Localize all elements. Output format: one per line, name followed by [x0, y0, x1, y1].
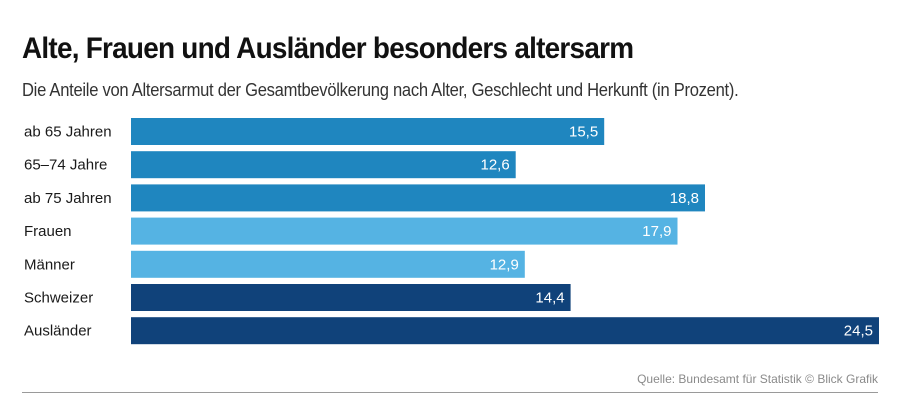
value-label-1: 12,6	[480, 157, 509, 174]
chart-title: Alte, Frauen und Ausländer besonders alt…	[22, 32, 634, 65]
value-label-2: 18,8	[670, 190, 699, 207]
bar-3	[131, 217, 678, 245]
category-label-5: Schweizer	[24, 290, 93, 307]
bar-0	[131, 118, 605, 145]
bottom-divider	[22, 392, 878, 393]
bar-4	[131, 250, 525, 278]
category-label-6: Ausländer	[24, 323, 92, 340]
category-label-4: Männer	[24, 256, 75, 273]
category-label-1: 65–74 Jahre	[24, 157, 107, 174]
chart-subtitle: Die Anteile von Altersarmut der Gesamtbe…	[22, 80, 739, 100]
bar-6	[131, 317, 879, 345]
value-label-5: 14,4	[535, 290, 564, 307]
value-label-4: 12,9	[490, 256, 519, 273]
bar-chart: ab 65 Jahren 15,5 65–74 Jahre 12,6 ab 75 Jah…	[24, 118, 879, 345]
bar-1	[131, 151, 516, 179]
value-label-0: 15,5	[569, 124, 598, 141]
bar-5	[131, 284, 571, 311]
value-label-6: 24,5	[844, 323, 873, 340]
value-label-3: 17,9	[642, 223, 671, 240]
category-label-3: Frauen	[24, 223, 72, 240]
bar-2	[131, 184, 705, 212]
category-label-0: ab 65 Jahren	[24, 124, 112, 141]
source-credit: Quelle: Bundesamt für Statistik © Blick …	[637, 372, 878, 386]
category-label-2: ab 75 Jahren	[24, 190, 112, 207]
